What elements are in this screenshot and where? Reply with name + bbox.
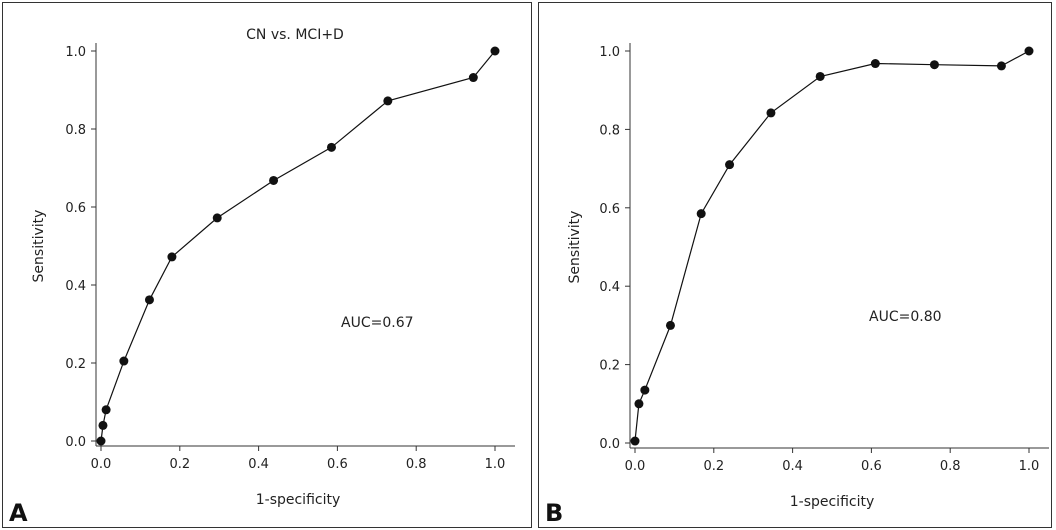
y-tick-label-b: 0.0 xyxy=(599,437,620,452)
roc-point-a xyxy=(269,175,279,185)
roc-point-b xyxy=(1024,46,1034,56)
panel-label-b: B xyxy=(545,499,564,527)
x-tick-label-a: 0.2 xyxy=(169,457,190,472)
roc-point-a xyxy=(101,405,111,415)
y-tick-label-a: 1.0 xyxy=(65,45,86,60)
roc-chart-b: 0.0 0.2 0.4 0.6 0.8 1.0 0.0 0.2 0.4 0.6 0.8 1.0 1-sp… xyxy=(567,43,1049,510)
roc-chart-a: 0.0 0.2 0.4 0.6 0.8 1.0 0.0 0.2 0.4 0.6 0.8 1.0 1-sp… xyxy=(31,27,515,508)
roc-point-a xyxy=(468,73,478,83)
x-tick-label-b: 0.0 xyxy=(625,459,646,474)
roc-point-a xyxy=(383,96,393,106)
y-tick-label-b: 0.8 xyxy=(599,123,620,138)
roc-point-a xyxy=(119,356,129,366)
roc-curve-a xyxy=(100,50,496,442)
roc-panel-b: 0.0 0.2 0.4 0.6 0.8 1.0 0.0 0.2 0.4 0.6 0.8 1.0 1-sp… xyxy=(538,2,1052,528)
y-tick-label-a: 0.2 xyxy=(65,357,86,372)
roc-point-b xyxy=(665,320,675,330)
y-tick-label-a: 0.0 xyxy=(65,435,86,450)
x-tick-label-a: 1.0 xyxy=(485,457,506,472)
y-axis-label-b: Sensitivity xyxy=(567,211,583,284)
roc-point-a xyxy=(167,252,177,262)
roc-point-b xyxy=(696,209,706,219)
x-tick-label-b: 0.4 xyxy=(782,459,803,474)
roc-point-a xyxy=(212,213,222,223)
x-tick-label-a: 0.4 xyxy=(248,457,269,472)
roc-point-b xyxy=(725,160,735,170)
y-tick-label-b: 1.0 xyxy=(599,45,620,60)
auc-annotation-b: AUC=0.80 xyxy=(869,309,942,325)
y-tick-label-b: 0.2 xyxy=(599,359,620,374)
y-tick-label-a: 0.6 xyxy=(65,201,86,216)
auc-annotation-a: AUC=0.67 xyxy=(341,315,414,331)
roc-point-b xyxy=(870,59,880,69)
roc-point-b xyxy=(929,60,939,70)
roc-point-a xyxy=(98,420,108,430)
x-tick-label-a: 0.6 xyxy=(327,457,348,472)
chart-title-a: CN vs. MCI+D xyxy=(246,27,344,43)
y-tick-label-a: 0.4 xyxy=(65,279,86,294)
roc-point-a xyxy=(96,436,106,446)
x-tick-label-b: 0.6 xyxy=(861,459,882,474)
roc-point-b xyxy=(766,108,776,118)
x-tick-label-a: 0.8 xyxy=(406,457,427,472)
x-tick-label-b: 0.2 xyxy=(703,459,724,474)
roc-point-b xyxy=(630,436,640,446)
roc-point-a xyxy=(490,46,500,56)
roc-panel-a: 0.0 0.2 0.4 0.6 0.8 1.0 0.0 0.2 0.4 0.6 0.8 1.0 1-sp… xyxy=(2,2,532,528)
panel-label-a: A xyxy=(9,499,28,527)
roc-point-b xyxy=(640,385,650,395)
x-tick-label-b: 0.8 xyxy=(940,459,961,474)
roc-point-b xyxy=(634,399,644,409)
x-tick-label-a: 0.0 xyxy=(91,457,112,472)
roc-point-a xyxy=(144,295,154,305)
y-tick-label-b: 0.4 xyxy=(599,280,620,295)
roc-curve-b xyxy=(634,50,1030,442)
y-tick-label-a: 0.8 xyxy=(65,123,86,138)
x-tick-label-b: 1.0 xyxy=(1019,459,1040,474)
roc-point-b xyxy=(815,71,825,81)
x-axis-label-a: 1-specificity xyxy=(256,492,341,508)
y-tick-label-b: 0.6 xyxy=(599,202,620,217)
roc-point-b xyxy=(996,61,1006,71)
roc-point-a xyxy=(326,142,336,152)
y-axis-label-a: Sensitivity xyxy=(31,210,47,283)
x-axis-label-b: 1-specificity xyxy=(790,494,875,510)
